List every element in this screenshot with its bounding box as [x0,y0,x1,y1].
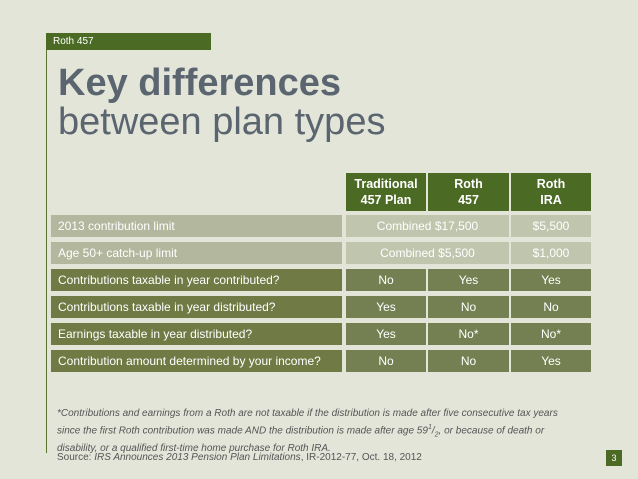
source-prefix: Source: [57,452,95,463]
row-label: Contributions taxable in year contribute… [51,269,342,291]
left-accent-bar [46,33,47,453]
header-line: Roth [536,177,566,191]
row-label: Earnings taxable in year distributed? [51,323,342,345]
table-cell: Yes [346,296,426,318]
row-label: Contribution amount determined by your i… [51,350,342,372]
table-cell: No* [428,323,509,345]
header-line: IRA [540,193,562,207]
page-number: 3 [606,450,622,466]
fraction-denominator: 2 [434,431,439,439]
source-suffix: , IR-2012-77, Oct. 18, 2012 [300,452,422,463]
source-citation: Source: IRS Announces 2013 Pension Plan … [57,451,422,465]
header-line: 457 Plan [360,193,412,207]
header-roth-457: Roth 457 [428,173,509,211]
table-cell: Yes [511,350,591,372]
table-cell: Combined $5,500 [346,242,509,264]
fraction-numerator: 1 [427,424,432,431]
table-cell: Yes [511,269,591,291]
row-label: Age 50+ catch-up limit [51,242,342,264]
table-row: 2013 contribution limit Combined $17,500… [51,215,591,237]
table-cell: $1,000 [511,242,591,264]
table-cell: No [346,350,426,372]
table-row: Age 50+ catch-up limit Combined $5,500 $… [51,242,591,264]
table-row: Contribution amount determined by your i… [51,350,591,372]
table-cell: No [346,269,426,291]
table-cell: No* [511,323,591,345]
row-label: Contributions taxable in year distribute… [51,296,342,318]
table-cell: No [428,296,509,318]
source-title: IRS Announces 2013 Pension Plan Limitati… [94,452,301,463]
header-line: 457 [458,193,479,207]
section-tag: Roth 457 [46,33,211,50]
table-row: Contributions taxable in year contribute… [51,269,591,291]
table-cell: $5,500 [511,215,591,237]
header-roth-ira: Roth IRA [511,173,591,211]
slide-subtitle: between plan types [58,101,386,143]
fraction-separator: / [431,425,435,437]
slide-title: Key differences [58,62,342,104]
table-row: Contributions taxable in year distribute… [51,296,591,318]
table-cell: Combined $17,500 [346,215,509,237]
row-label: 2013 contribution limit [51,215,342,237]
table-cell: Yes [428,269,509,291]
header-line: Traditional [354,177,418,191]
header-line: Roth [454,177,483,191]
table-cell: No [428,350,509,372]
table-row: Earnings taxable in year distributed? Ye… [51,323,591,345]
header-traditional-457: Traditional 457 Plan [346,173,426,211]
footnote-text: *Contributions and earnings from a Roth … [57,408,558,437]
table-cell: No [511,296,591,318]
table-cell: Yes [346,323,426,345]
footnote-text: , or because of death or disability, or … [57,425,545,455]
footnote: *Contributions and earnings from a Roth … [57,407,577,456]
